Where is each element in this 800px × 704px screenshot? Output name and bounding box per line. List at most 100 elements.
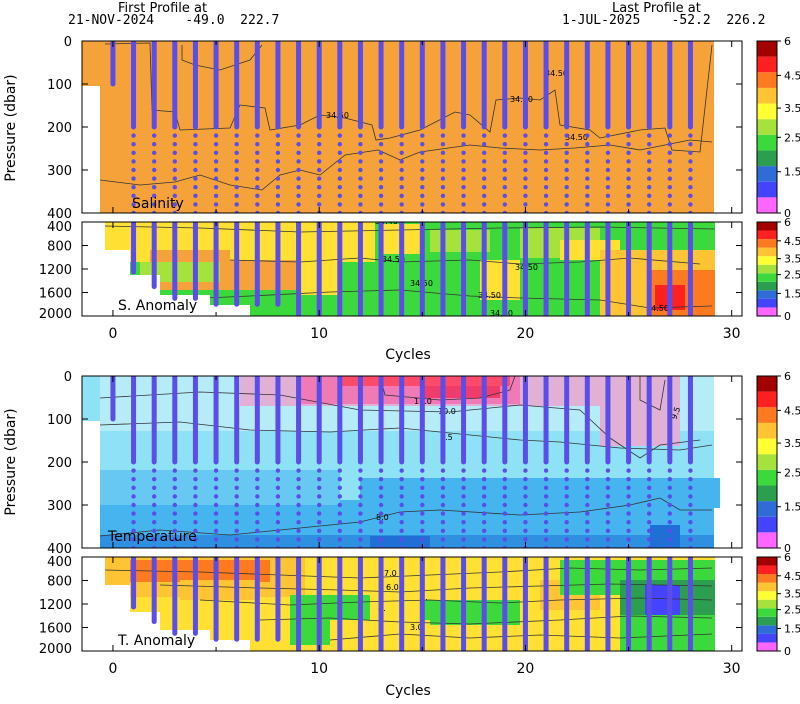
profile-sample-dot — [172, 210, 178, 213]
profile-sample-dot — [523, 142, 528, 147]
profile-sample-dot — [172, 468, 178, 473]
profile-sample-dot — [461, 150, 466, 155]
profile-sample-dot — [564, 477, 569, 482]
profile-sample-dot — [626, 202, 631, 207]
profile-sample-dot — [626, 185, 631, 190]
profile-sample-dot — [543, 150, 549, 155]
profile-sample-dot — [316, 537, 322, 542]
profile-sample-dot — [316, 528, 322, 533]
last-profile-heading: Last Profile at — [612, 1, 701, 16]
profile-sample-dot — [378, 210, 384, 213]
profile-sample-dot — [213, 185, 219, 190]
profile-sample-dot — [275, 202, 281, 207]
colorbar-tick-label: 6 — [784, 216, 791, 229]
profile-sample-dot — [255, 520, 260, 525]
profile-sample-dot — [688, 167, 693, 173]
profile-sample-dot — [502, 468, 508, 473]
profile-sample-dot — [626, 537, 631, 542]
profile-sample-dot — [131, 537, 136, 542]
profile-sample-dot — [255, 185, 260, 190]
profile-sample-dot — [151, 193, 157, 198]
profile-sample-dot — [358, 511, 363, 516]
profile-sample-dot — [523, 133, 528, 138]
profile-sample-dot — [585, 485, 590, 490]
profile-sample-dot — [481, 210, 487, 213]
profile-sample-dot — [626, 511, 631, 516]
profile-sample-dot — [378, 159, 384, 164]
colorbar-tick-label: 3.5 — [784, 102, 800, 115]
y-tick-label: 2000 — [39, 642, 72, 657]
profile-sample-dot — [316, 193, 322, 198]
colorbar-swatch — [757, 181, 777, 198]
profile-sample-dot — [316, 520, 322, 525]
colorbar-swatch — [757, 454, 777, 470]
profile-sample-dot — [543, 202, 549, 207]
profile-sample-dot — [585, 159, 590, 164]
profile-sample-dot — [399, 176, 404, 181]
profile-sample-dot — [399, 528, 404, 533]
profile-sample-dot — [296, 159, 301, 164]
profile-sample-dot — [151, 520, 157, 525]
profile-sample-dot — [213, 159, 219, 164]
profile-sample-dot — [399, 159, 404, 164]
profile-sample-dot — [337, 133, 343, 138]
profile-sample-dot — [440, 511, 446, 516]
profile-sample-dot — [585, 545, 590, 548]
colorbar-swatch — [757, 565, 777, 575]
profile-sample-dot — [605, 167, 611, 173]
profile-sample-dot — [255, 511, 260, 516]
profile-sample-dot — [358, 520, 363, 525]
profile-sample-dot — [255, 210, 260, 213]
profile-sample-dot — [420, 477, 425, 482]
profile-sample-dot — [543, 502, 549, 508]
colorbar-swatch — [757, 41, 777, 57]
profile-sample-dot — [440, 502, 446, 508]
profile-sample-dot — [502, 176, 508, 181]
profile-sample-dot — [296, 520, 301, 525]
profile-sample-dot — [646, 494, 652, 499]
profile-sample-dot — [585, 176, 590, 181]
profile-sample-dot — [461, 202, 466, 207]
profile-sample-dot — [543, 210, 549, 213]
profile-sample-dot — [151, 185, 157, 190]
profile-sample-dot — [688, 511, 693, 516]
profile-sample-dot — [543, 167, 549, 173]
profile-sample-dot — [255, 545, 260, 548]
profile-sample-dot — [337, 511, 343, 516]
colorbar-frame — [756, 40, 778, 214]
profile-sample-dot — [502, 133, 508, 138]
salinity-anomaly-panel-label: S. Anomaly — [118, 298, 197, 314]
profile-sample-dot — [420, 193, 425, 198]
profile-sample-dot — [399, 545, 404, 548]
profile-sample-dot — [151, 468, 157, 473]
colorbar-swatch — [757, 150, 777, 167]
profile-sample-dot — [564, 511, 569, 516]
x-tick-label: 30 — [723, 661, 741, 677]
profile-sample-dot — [523, 537, 528, 542]
profile-sample-dot — [358, 468, 363, 473]
colorbar-tick-label: 6 — [784, 370, 791, 383]
colorbar-swatch — [757, 166, 777, 182]
y-tick-label: 300 — [47, 499, 72, 514]
profile-sample-dot — [316, 468, 322, 473]
profile-sample-dot — [193, 150, 198, 155]
profile-sample-dot — [543, 485, 549, 490]
profile-sample-dot — [275, 185, 281, 190]
colorbar-tick-label: 0 — [784, 207, 791, 220]
profile-sample-dot — [564, 150, 569, 155]
profile-sample-dot — [151, 142, 157, 147]
profile-sample-dot — [296, 133, 301, 138]
profile-sample-dot — [420, 202, 425, 207]
profile-sample-dot — [193, 185, 198, 190]
profile-sample-dot — [585, 468, 590, 473]
profile-sample-dot — [151, 537, 157, 542]
colorbar-swatch — [757, 391, 777, 408]
temperature-contour-label: 10.0 — [438, 407, 456, 416]
profile-sample-dot — [523, 185, 528, 190]
profile-sample-dot — [420, 150, 425, 155]
profile-sample-dot — [646, 537, 652, 542]
profile-sample-dot — [420, 528, 425, 533]
profile-sample-dot — [688, 210, 693, 213]
y-tick-label: 400 — [47, 220, 72, 235]
profile-sample-dot — [193, 167, 198, 173]
